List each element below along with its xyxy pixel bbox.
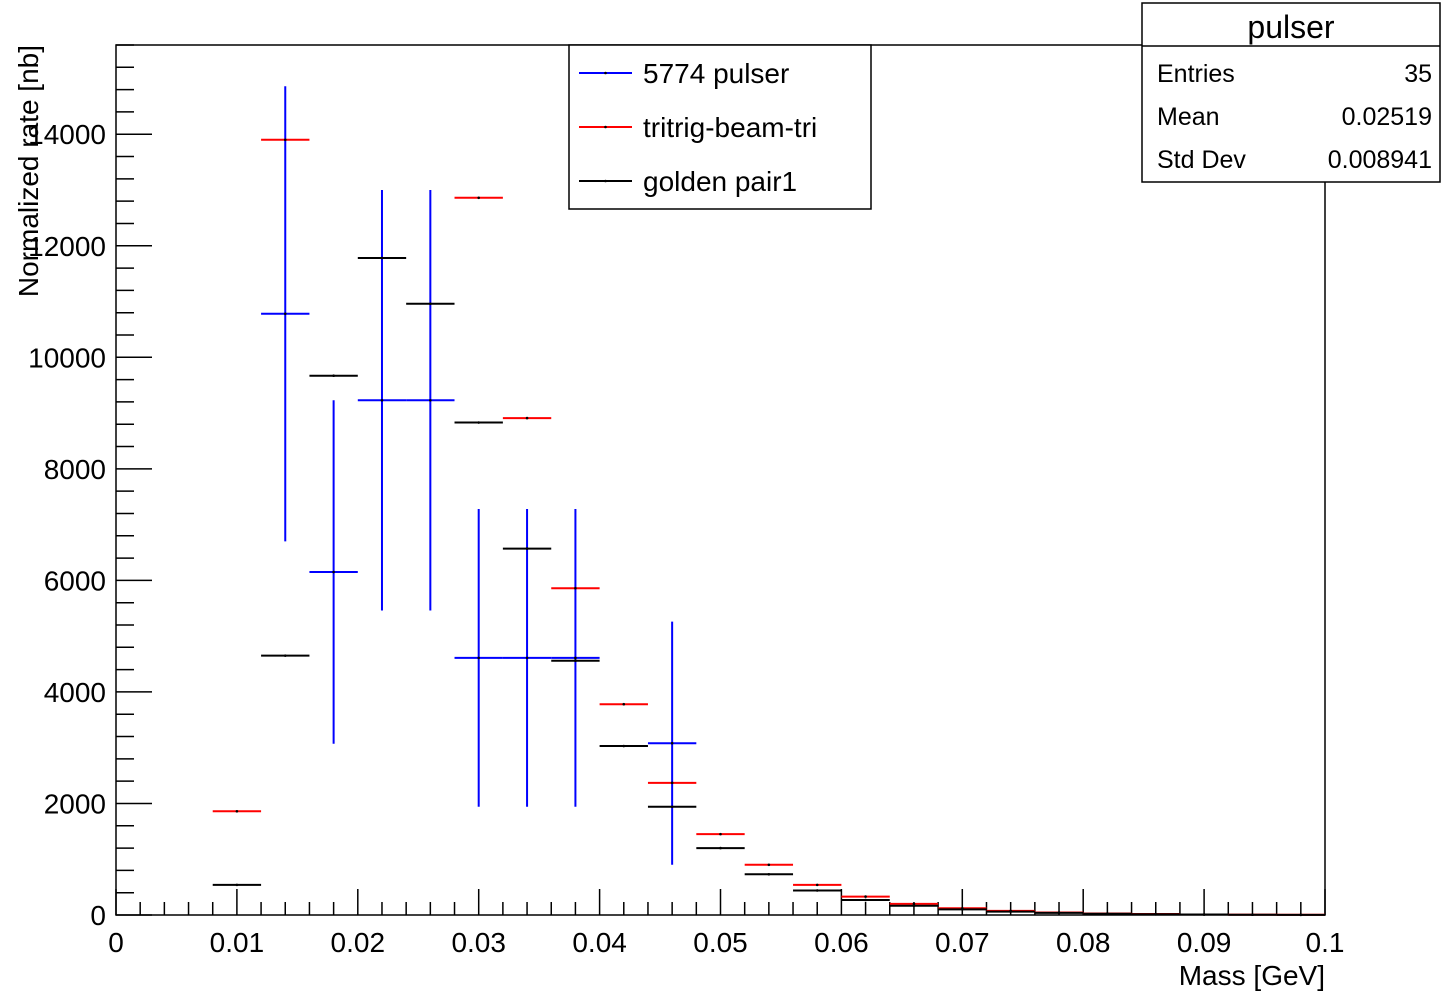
data-point (1106, 912, 1109, 916)
data-point (1202, 913, 1206, 916)
legend-marker (604, 125, 607, 129)
x-tick-label: 0.09 (1177, 927, 1232, 958)
y-tick-label: 8000 (44, 454, 106, 485)
series-golden-pair1 (212, 256, 1325, 917)
y-tick-label: 6000 (44, 565, 106, 596)
stats-label: Entries (1157, 60, 1235, 88)
x-tick-label: 0.01 (210, 927, 265, 958)
x-tick-label: 0.05 (693, 927, 748, 958)
data-point (864, 895, 867, 898)
x-tick-label: 0.06 (814, 927, 869, 958)
y-tick-label: 4000 (44, 677, 106, 708)
data-point (477, 656, 481, 660)
series-layer (212, 86, 1325, 917)
x-axis-label: Mass [GeV] (1179, 960, 1325, 991)
data-point (767, 872, 771, 876)
data-point (525, 547, 529, 550)
data-point (1009, 910, 1012, 913)
data-point (429, 302, 432, 306)
x-tick-label: 0 (108, 927, 124, 958)
x-tick-label: 0.03 (451, 927, 506, 958)
y-tick-label: 10000 (28, 342, 106, 373)
x-tick-label: 0.08 (1056, 927, 1111, 958)
stats-label: Mean (1157, 103, 1220, 131)
data-point (283, 312, 287, 316)
data-point (912, 904, 916, 908)
legend-label: tritrig-beam-tri (643, 112, 817, 143)
y-axis: 0 2000 4000 6000 8000 10000 12000 14000 (28, 44, 152, 931)
x-tick-label: 0.04 (572, 927, 627, 958)
x-axis: 0 0.01 0.02 0.03 0.04 0.05 0.06 0.07 0.08 0.09 0.1 (108, 889, 1344, 958)
x-tick-label: 0.02 (331, 927, 386, 958)
data-point (815, 883, 819, 887)
y-axis-label: Normalized rate [nb] (13, 45, 44, 297)
stats-box-title: pulser (1247, 9, 1335, 45)
y-tick-label: 14000 (28, 119, 106, 150)
data-point (380, 256, 384, 260)
legend-label: 5774 pulser (643, 58, 789, 89)
data-point (670, 781, 674, 785)
data-point (283, 138, 287, 142)
data-point (235, 809, 239, 813)
x-tick-label: 0.1 (1306, 927, 1345, 958)
stats-value: 35 (1404, 60, 1432, 88)
data-point (380, 398, 384, 402)
data-point (1251, 913, 1254, 917)
data-point (429, 398, 432, 402)
data-point (477, 421, 481, 424)
data-point (1299, 913, 1303, 917)
data-point (477, 196, 481, 200)
data-point (332, 374, 335, 378)
stats-value: 0.02519 (1342, 103, 1432, 131)
data-point (1057, 911, 1061, 915)
data-point (961, 908, 964, 911)
series-5774-pulser (261, 86, 697, 865)
stats-label: Std Dev (1157, 146, 1246, 174)
data-point (283, 654, 287, 657)
data-point (670, 741, 674, 745)
series-tritrig-beam-tri (212, 138, 1325, 917)
stats-box-frame (1141, 2, 1441, 183)
data-point (622, 744, 626, 748)
legend-label: golden pair1 (643, 166, 797, 197)
y-tick-label: 0 (90, 900, 106, 931)
data-point (864, 898, 867, 902)
data-point (719, 846, 722, 850)
data-point (912, 902, 916, 906)
data-point (815, 889, 819, 892)
data-point (767, 863, 771, 867)
data-point (525, 416, 529, 420)
data-point (574, 586, 577, 590)
data-point (574, 659, 577, 662)
data-point (235, 883, 239, 887)
data-point (622, 702, 626, 706)
stats-value: 0.008941 (1328, 146, 1432, 174)
y-tick-label: 2000 (44, 788, 106, 819)
data-point (1154, 912, 1158, 916)
stats-box: pulser Entries 35 Mean 0.02519 Std Dev 0.0089… (1141, 2, 1441, 183)
x-tick-label: 0.07 (935, 927, 990, 958)
data-point (332, 570, 335, 574)
legend: 5774 pulser tritrig-beam-tri golden pair1 (568, 44, 872, 210)
data-point (670, 805, 674, 809)
y-tick-label: 12000 (28, 231, 106, 262)
legend-marker (604, 179, 607, 183)
legend-marker (604, 71, 607, 75)
data-point (719, 832, 722, 836)
data-point (574, 656, 577, 660)
data-point (525, 656, 529, 660)
